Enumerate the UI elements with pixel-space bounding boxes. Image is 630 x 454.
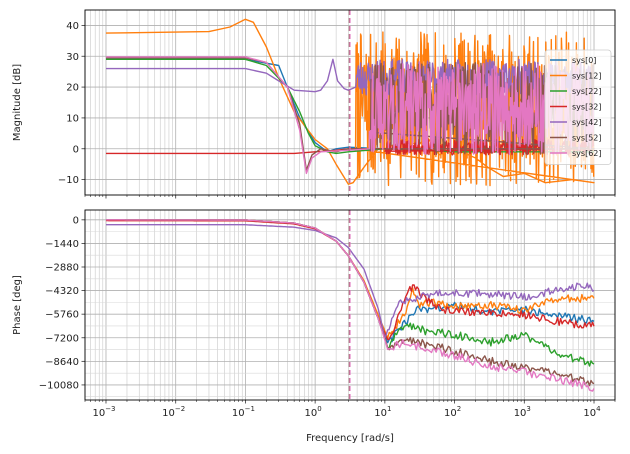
- legend: sys[0] sys[12] sys[22] sys[32] sys[42] sys[52…: [544, 49, 612, 165]
- magnitude-panel: −10 0 10 20 30 40: [58, 9, 616, 199]
- y-tick-label: −5760: [45, 310, 79, 321]
- y-tick-label: 40: [66, 21, 79, 32]
- y-tick-label: 30: [66, 52, 79, 63]
- legend-label: sys[42]: [572, 118, 602, 127]
- y-tick-label: −8640: [45, 357, 79, 368]
- x-tick-label: 104: [583, 405, 601, 419]
- y-tick-label: 10: [66, 113, 79, 124]
- x-tick-label: 103: [514, 405, 531, 419]
- y-tick-label: −10: [58, 175, 79, 186]
- legend-label: sys[32]: [572, 103, 602, 112]
- y-tick-label: −7200: [45, 333, 79, 344]
- phase-panel: 10−3 10−2 10−1 100 101 102 103 104 0 −1440 −2880 −4…: [39, 209, 616, 419]
- y-tick-label: 20: [66, 83, 79, 94]
- x-tick-label: 10−1: [232, 405, 255, 419]
- y-tick-label: 0: [73, 215, 79, 226]
- y-tick-label: −10080: [39, 380, 79, 391]
- legend-label: sys[52]: [572, 134, 602, 143]
- series-line-sys[62]: [106, 219, 595, 392]
- legend-label: sys[12]: [572, 72, 602, 81]
- y-tick-label: −1440: [45, 239, 79, 250]
- x-tick-label: 10−2: [162, 405, 185, 419]
- legend-label: sys[0]: [572, 56, 596, 65]
- x-axis-label: Frequency [rad/s]: [306, 433, 394, 444]
- series-group: [106, 219, 595, 392]
- x-tick-label: 102: [444, 405, 461, 419]
- legend-label: sys[22]: [572, 87, 602, 96]
- x-tick-label: 100: [305, 405, 322, 419]
- y-tick-label: −2880: [45, 263, 79, 274]
- x-tick-label: 101: [374, 405, 391, 419]
- legend-box: [544, 49, 612, 165]
- axes-frame: [84, 209, 616, 401]
- series-line-sys[42]: [106, 224, 595, 339]
- axes-frame: [84, 9, 616, 196]
- x-tick-label: 10−3: [92, 405, 115, 419]
- y-tick-label: 0: [73, 144, 79, 155]
- y-tick-label: −4320: [45, 286, 79, 297]
- phase-ylabel: Phase [deg]: [12, 275, 23, 335]
- magnitude-ylabel: Magnitude [dB]: [12, 64, 23, 141]
- legend-label: sys[62]: [572, 149, 602, 158]
